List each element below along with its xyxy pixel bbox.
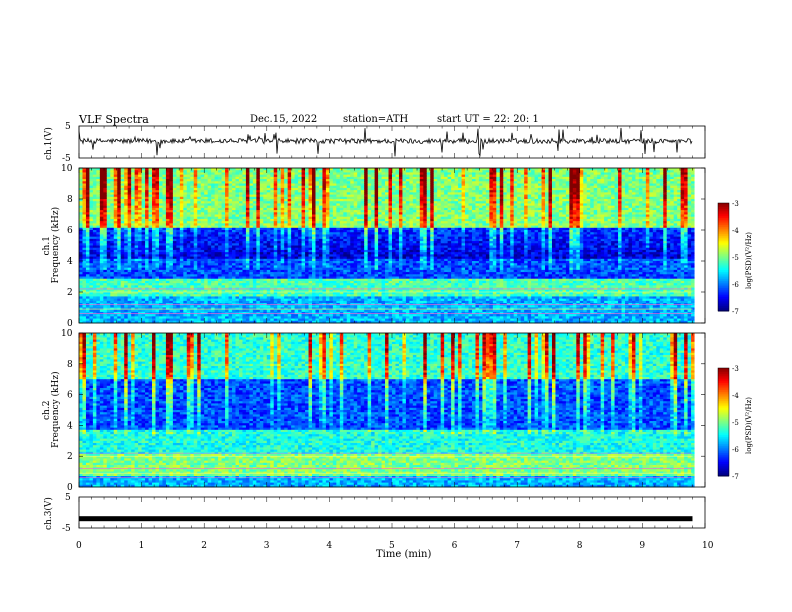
ch2-spectrogram-colorbar-tick--3: -3 xyxy=(732,365,739,373)
figure-title: VLF Spectra xyxy=(79,113,149,126)
ch2-spectrogram-ytick-10: 10 xyxy=(61,329,73,339)
ch2-spectrogram-colorbar-tick--7: -7 xyxy=(732,473,739,481)
ch1-spectrogram-ytick-10: 10 xyxy=(61,164,73,174)
ch3-ytick-bottom: -5 xyxy=(62,524,71,534)
x-tick-label-8: 8 xyxy=(577,541,583,551)
ch2-spectrogram-ytick-8: 8 xyxy=(67,360,73,370)
x-tick-label-4: 4 xyxy=(326,541,332,551)
ch3-ytick-top: 5 xyxy=(65,493,71,503)
ch2-spectrogram-ytick-4: 4 xyxy=(67,421,73,431)
x-tick-label-2: 2 xyxy=(201,541,207,551)
x-tick-label-9: 9 xyxy=(639,541,645,551)
ch1-spectrogram-colorbar xyxy=(718,203,729,312)
ch1-spectrogram-colorbar-label: log(PSD)(V²/Hz) xyxy=(745,232,753,289)
x-tick-label-5: 5 xyxy=(389,541,395,551)
ch1-ytick-bottom: -5 xyxy=(62,154,71,164)
ch1-spectrogram-ytick-2: 2 xyxy=(67,288,73,298)
ch1-spectrogram-colorbar-tick--6: -6 xyxy=(732,281,739,289)
ch1-waveform-ylabel: ch.1(V) xyxy=(43,127,54,160)
ch2-spectrogram-colorbar-label: log(PSD)(V²/Hz) xyxy=(745,397,753,454)
x-tick-label-0: 0 xyxy=(76,541,82,551)
start-time-label: start UT = 22: 20: 1 xyxy=(437,114,539,125)
ch1-spectrogram-colorbar-tick--7: -7 xyxy=(732,308,739,316)
ch1-spectrogram-ytick-8: 8 xyxy=(67,195,73,205)
ch2-spectrogram-colorbar-frame xyxy=(717,367,730,477)
date-label: Dec.15, 2022 xyxy=(250,114,317,125)
ch2-spectrogram-ytick-2: 2 xyxy=(67,452,73,462)
ch1-spectrogram-ylabel-channel: ch.1 xyxy=(42,236,52,255)
x-tick-label-10: 10 xyxy=(702,541,714,551)
ch3-waveform-ylabel: ch.3(V) xyxy=(43,497,54,530)
ch1-spectrogram-ytick-4: 4 xyxy=(67,257,73,267)
x-tick-label-6: 6 xyxy=(452,541,458,551)
ch1-spectrogram xyxy=(79,168,706,324)
ch2-spectrogram xyxy=(79,333,706,488)
ch1-spectrogram-ytick-0: 0 xyxy=(67,319,73,329)
station-label: station=ATH xyxy=(343,114,408,125)
ch1-spectrogram-colorbar-tick--3: -3 xyxy=(732,200,739,208)
ch1-spectrogram-ylabel-frequency: Frequency (kHz) xyxy=(50,207,61,284)
x-tick-label-3: 3 xyxy=(264,541,270,551)
ch2-spectrogram-colorbar-tick--5: -5 xyxy=(732,419,739,427)
ch1-spectrogram-ytick-6: 6 xyxy=(67,226,73,236)
ch2-spectrogram-colorbar-tick--6: -6 xyxy=(732,446,739,454)
ch1-waveform-trace xyxy=(78,127,693,157)
ch2-spectrogram-ylabel-frequency: Frequency (kHz) xyxy=(50,371,61,448)
ch2-spectrogram-ytick-6: 6 xyxy=(67,391,73,401)
x-tick-label-7: 7 xyxy=(514,541,520,551)
ch1-spectrogram-colorbar-tick--4: -4 xyxy=(732,227,739,235)
ch1-spectrogram-colorbar-frame xyxy=(717,202,730,312)
ch2-spectrogram-colorbar-tick--4: -4 xyxy=(732,392,739,400)
ch3-waveform-trace xyxy=(79,516,693,522)
x-axis-label: Time (min) xyxy=(376,549,431,560)
ch2-spectrogram-colorbar xyxy=(718,368,729,477)
x-tick-label-1: 1 xyxy=(139,541,145,551)
ch1-spectrogram-colorbar-tick--5: -5 xyxy=(732,254,739,262)
ch1-ytick-top: 5 xyxy=(65,122,71,132)
ch2-spectrogram-ylabel-channel: ch.2 xyxy=(42,401,52,420)
ch2-spectrogram-ytick-0: 0 xyxy=(67,483,73,493)
